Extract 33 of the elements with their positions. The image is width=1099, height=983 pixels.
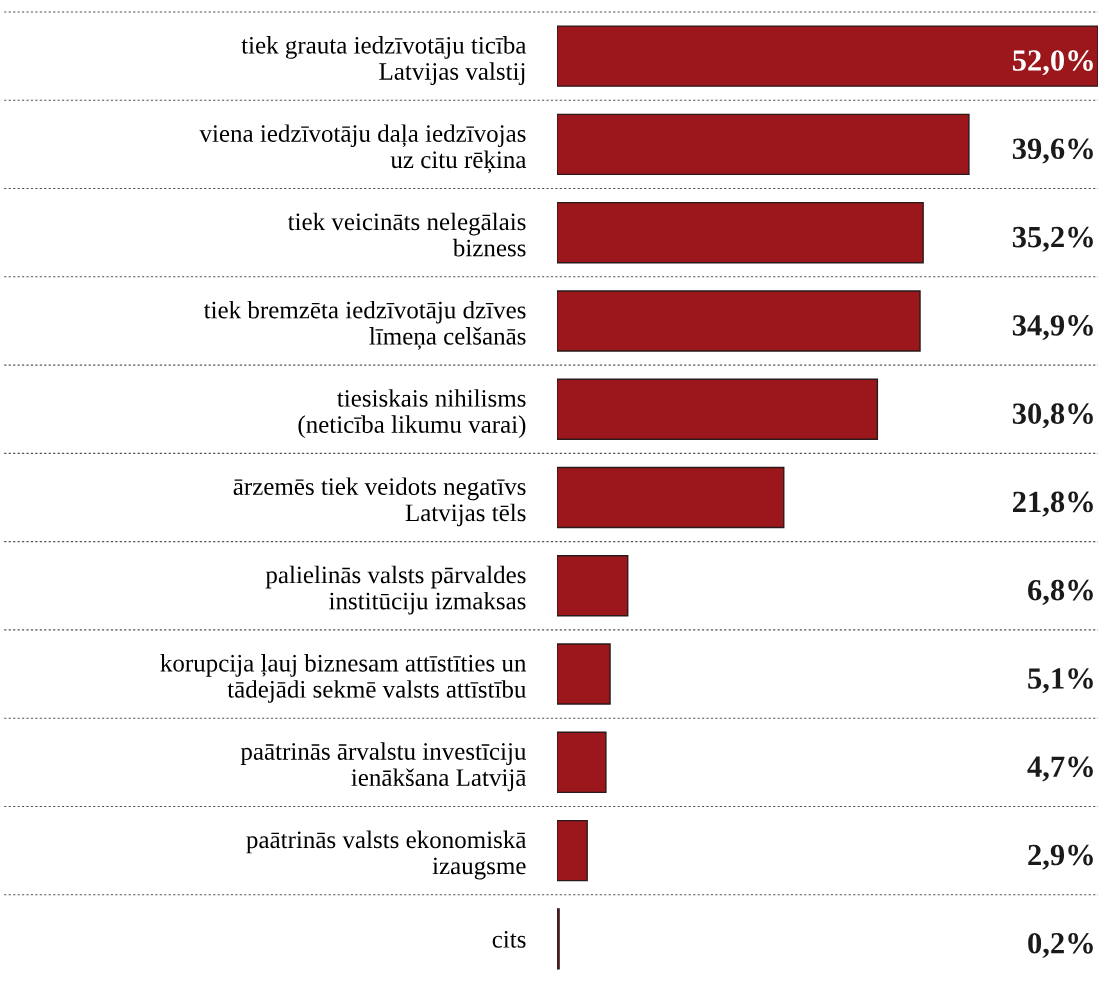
bar (557, 378, 879, 440)
bar (557, 819, 588, 882)
bar (557, 555, 629, 617)
data-label: 0,2% (1028, 932, 1093, 958)
bar (557, 731, 607, 794)
bar (557, 466, 785, 529)
data-label: 21,8% (1012, 491, 1093, 517)
bar (557, 201, 924, 264)
y-tick-label: viena iedzīvotāju daļa iedzīvojas uz citu rēķina (199, 124, 527, 174)
bar (557, 290, 921, 352)
y-tick-label: paātrinās ārvalstu investīciju ienākšana Latvijā (240, 742, 527, 792)
data-label: 34,9% (1012, 315, 1093, 341)
y-tick-label: cits (492, 930, 526, 948)
data-label: 2,9% (1028, 844, 1093, 870)
data-label: 52,0% (1012, 50, 1093, 76)
data-label: 35,2% (1012, 226, 1093, 252)
bar (557, 908, 560, 970)
data-label: 6,8% (1028, 579, 1093, 605)
y-tick-label: tiek veicināts nelegālais bizness (287, 212, 526, 257)
y-tick-label: ārzemēs tiek veidots negatīvs Latvijas tēls (233, 477, 526, 527)
data-label: 4,7% (1027, 756, 1093, 782)
y-tick-label: tiek grauta iedzīvotāju ticība Latvijas valstij (241, 36, 527, 85)
y-tick-label: korupcija ļauj biznesam attīstīties un tādejādi sekmē valsts attīstību (160, 654, 527, 703)
data-label: 39,6% (1012, 138, 1093, 164)
data-label: 30,8% (1012, 403, 1093, 429)
y-tick-label: paātrinās valsts ekonomiskā izaugsme (246, 830, 527, 880)
y-tick-label: tiek bremzēta iedzīvotāju dzīves līmeņa celšanās (203, 300, 526, 350)
y-tick-label: tiesiskais nihilisms (neticība likumu varai) (298, 389, 526, 439)
bar (557, 25, 1098, 87)
data-label: 5,1% (1028, 668, 1093, 694)
bar (557, 113, 970, 176)
bar (557, 643, 611, 705)
y-tick-label: palielinās valsts pārvaldes institūciju izmaksas (265, 565, 526, 615)
